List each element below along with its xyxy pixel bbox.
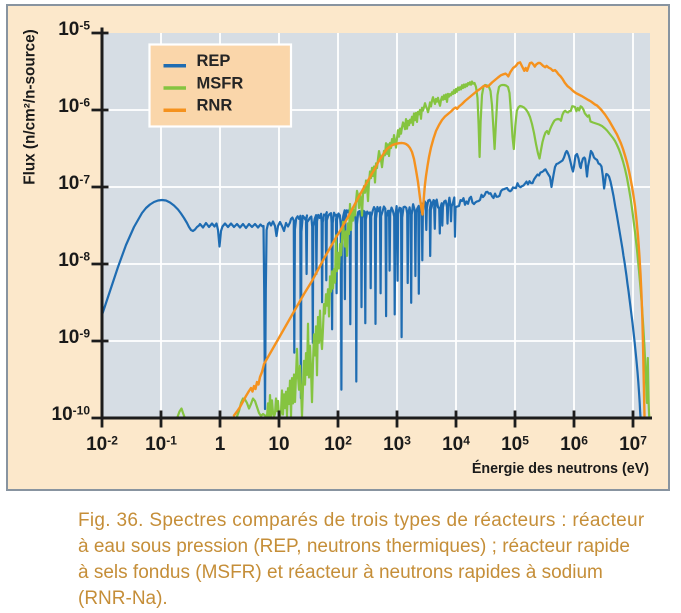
svg-text:107: 107 [619, 434, 647, 456]
svg-text:Flux (n/cm²/n-source): Flux (n/cm²/n-source) [22, 29, 39, 185]
svg-text:105: 105 [501, 434, 529, 456]
svg-text:MSFR: MSFR [197, 74, 244, 92]
svg-text:103: 103 [383, 434, 411, 456]
svg-text:10: 10 [268, 434, 289, 455]
svg-text:Fig. 36. Spectres comparés de: Fig. 36. Spectres comparés de trois type… [78, 510, 645, 531]
svg-text:à sels fondus (MSFR) et réacte: à sels fondus (MSFR) et réacteur à neutr… [78, 562, 603, 583]
svg-text:102: 102 [324, 434, 352, 456]
svg-text:RNR: RNR [197, 97, 233, 115]
svg-text:Énergie des neutrons (eV): Énergie des neutrons (eV) [472, 460, 649, 477]
svg-text:1: 1 [215, 434, 226, 455]
svg-text:104: 104 [442, 434, 470, 456]
svg-text:à eau sous pression (REP, neut: à eau sous pression (REP, neutrons therm… [78, 536, 630, 557]
svg-text:(RNR-Na).: (RNR-Na). [78, 588, 168, 609]
svg-text:REP: REP [197, 52, 231, 70]
svg-text:106: 106 [560, 434, 588, 456]
